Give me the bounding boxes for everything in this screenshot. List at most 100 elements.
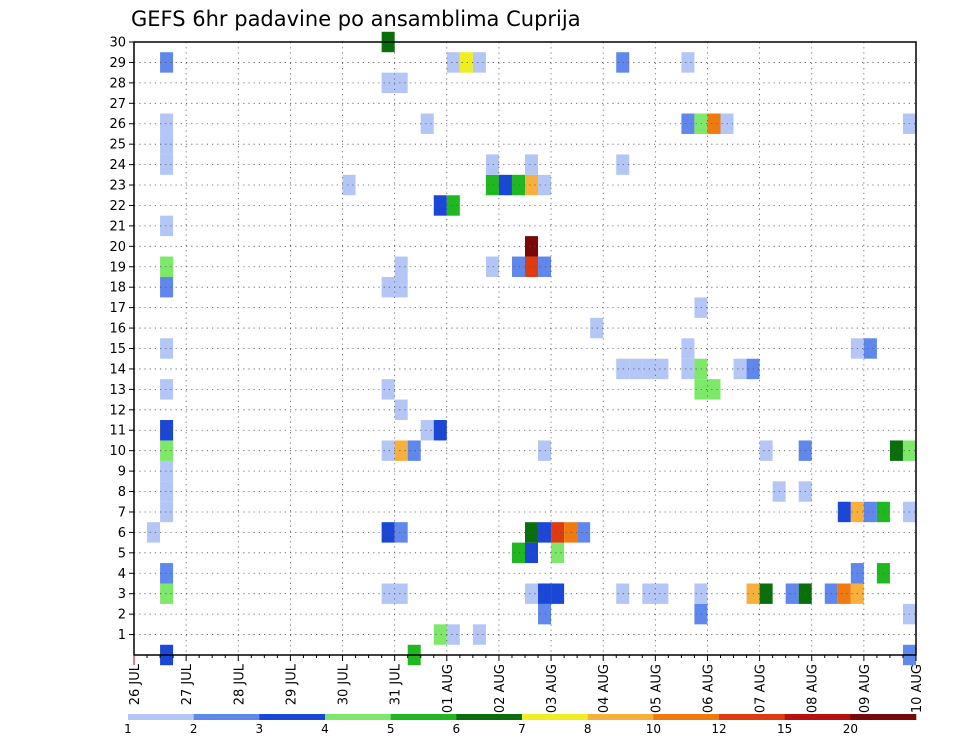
heatmap-cell bbox=[446, 624, 460, 645]
heatmap-cell bbox=[511, 542, 525, 564]
y-tick-label: 24 bbox=[109, 158, 126, 173]
x-tick-label: 31 JUL bbox=[389, 663, 404, 705]
heatmap-cell bbox=[498, 174, 512, 196]
x-tick-label: 07 AUG bbox=[754, 664, 769, 713]
heatmap-cell bbox=[538, 583, 552, 604]
y-tick-label: 30 bbox=[109, 36, 126, 51]
x-tick-label: 04 AUG bbox=[597, 664, 612, 713]
legend-swatch bbox=[128, 714, 194, 720]
heatmap-cell bbox=[394, 72, 408, 94]
chart-title: GEFS 6hr padavine po ansamblima Cuprija bbox=[131, 7, 581, 31]
y-tick-label: 19 bbox=[109, 260, 126, 275]
y-tick-label: 18 bbox=[109, 281, 126, 296]
y-axis: 1234567891011121314151617181920212223242… bbox=[109, 36, 134, 643]
heatmap-cell bbox=[525, 256, 539, 277]
heatmap-cell bbox=[160, 440, 174, 461]
heatmap-cell bbox=[551, 542, 565, 564]
heatmap-cell bbox=[525, 522, 539, 543]
heatmap-cell bbox=[525, 236, 539, 257]
heatmap-cell bbox=[394, 440, 408, 461]
heatmap-cell bbox=[160, 338, 174, 359]
legend-label: 2 bbox=[190, 722, 198, 736]
x-tick-label: 29 JUL bbox=[284, 663, 299, 705]
heatmap-cell bbox=[394, 256, 408, 277]
heatmap-cell bbox=[394, 399, 408, 421]
heatmap-cell bbox=[160, 481, 174, 502]
heatmap-cell bbox=[538, 440, 552, 461]
x-tick-label: 27 JUL bbox=[180, 663, 195, 705]
y-tick-label: 10 bbox=[109, 444, 126, 459]
legend-label: 7 bbox=[518, 722, 526, 736]
y-tick-label: 15 bbox=[109, 342, 126, 357]
heatmap-cell bbox=[485, 256, 499, 277]
x-tick-label: 30 JUL bbox=[337, 663, 352, 705]
legend-label: 6 bbox=[453, 722, 461, 736]
heatmap-cell bbox=[538, 256, 552, 277]
legend-swatch bbox=[653, 714, 720, 720]
heatmap-cell bbox=[485, 174, 499, 196]
heatmap-cell bbox=[420, 113, 434, 134]
heatmap-cell bbox=[446, 52, 460, 73]
heatmap-cell bbox=[590, 317, 604, 339]
legend-swatch bbox=[390, 714, 457, 720]
heatmap-cell bbox=[160, 563, 174, 584]
heatmap-cell bbox=[381, 522, 395, 543]
x-tick-label: 28 JUL bbox=[232, 663, 247, 705]
heatmap-cell bbox=[381, 583, 395, 604]
legend-swatch bbox=[719, 714, 785, 720]
heatmap-cell bbox=[525, 542, 539, 564]
legend-swatch bbox=[259, 714, 326, 720]
heatmap-cell bbox=[342, 174, 356, 196]
heatmap-cell bbox=[160, 52, 174, 73]
legend-swatch bbox=[325, 714, 391, 720]
heatmap-cell bbox=[446, 195, 460, 216]
heatmap-cell bbox=[160, 420, 174, 441]
x-tick-label: 02 AUG bbox=[493, 664, 508, 713]
heatmap-cell bbox=[381, 440, 395, 461]
legend-swatch bbox=[193, 714, 260, 720]
heatmap-cell bbox=[837, 501, 851, 523]
y-tick-label: 27 bbox=[109, 97, 126, 112]
heatmap-cell bbox=[538, 174, 552, 196]
legend-label: 5 bbox=[387, 722, 395, 736]
heatmap-cell bbox=[472, 624, 486, 645]
legend-swatch bbox=[456, 714, 523, 720]
x-tick-label: 09 AUG bbox=[858, 664, 873, 713]
legend-label: 12 bbox=[711, 722, 726, 736]
heatmap-cells bbox=[147, 31, 916, 666]
x-axis: 26 JUL 27 JUL 28 JUL 29 JUL 30 JUL 31 JUL 01 A… bbox=[128, 655, 925, 713]
heatmap-cell bbox=[381, 72, 395, 94]
x-tick-label: 03 AUG bbox=[545, 664, 560, 713]
heatmap-cell bbox=[525, 174, 539, 196]
heatmap-cell bbox=[538, 603, 552, 625]
heatmap-cell bbox=[407, 440, 421, 461]
legend-label: 10 bbox=[646, 722, 661, 736]
legend-label: 20 bbox=[843, 722, 858, 736]
heatmap-cell bbox=[485, 154, 499, 175]
legend-swatch bbox=[784, 714, 851, 720]
heatmap-cell bbox=[511, 256, 525, 277]
x-tick-label: 05 AUG bbox=[649, 664, 664, 713]
y-tick-label: 5 bbox=[118, 546, 126, 561]
x-tick-label: 08 AUG bbox=[806, 664, 821, 713]
heatmap-cell bbox=[147, 522, 161, 543]
heatmap-cell bbox=[160, 154, 174, 175]
heatmap-cell bbox=[616, 154, 630, 175]
y-tick-label: 11 bbox=[109, 424, 126, 439]
heatmap-cell bbox=[160, 460, 174, 482]
heatmap-cell bbox=[394, 522, 408, 543]
y-tick-label: 9 bbox=[118, 465, 126, 480]
heatmap-cell bbox=[433, 624, 447, 645]
y-tick-label: 3 bbox=[118, 587, 126, 602]
y-tick-label: 17 bbox=[109, 301, 126, 316]
y-tick-label: 14 bbox=[109, 362, 126, 377]
heatmap-cell bbox=[394, 583, 408, 604]
heatmap-cell bbox=[837, 583, 851, 604]
y-tick-label: 22 bbox=[109, 199, 126, 214]
heatmap-cell bbox=[472, 52, 486, 73]
legend-swatch bbox=[587, 714, 654, 720]
heatmap-cell bbox=[681, 113, 695, 134]
heatmap-cell bbox=[394, 276, 408, 298]
heatmap-cell bbox=[538, 522, 552, 543]
heatmap-cell bbox=[707, 379, 721, 400]
